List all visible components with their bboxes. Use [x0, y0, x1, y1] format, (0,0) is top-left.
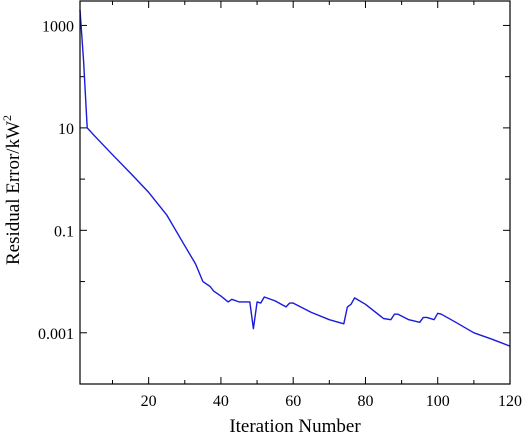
- data-point: [253, 328, 255, 330]
- data-point: [274, 300, 276, 302]
- x-tick-label: 120: [498, 393, 522, 410]
- data-point: [419, 322, 421, 324]
- data-point: [289, 302, 291, 304]
- data-point: [343, 323, 345, 325]
- data-point: [292, 302, 294, 304]
- data-point: [285, 306, 287, 308]
- x-tick-label: 60: [285, 393, 301, 410]
- data-point: [184, 245, 186, 247]
- data-point: [112, 154, 114, 156]
- data-point: [437, 313, 439, 315]
- data-point: [408, 319, 410, 321]
- data-point: [365, 304, 367, 306]
- residual-error-series-line: [79, 9, 511, 347]
- data-point: [249, 301, 251, 303]
- data-point: [311, 312, 313, 314]
- y-tick-label: 0.001: [38, 326, 74, 343]
- x-tick-label: 100: [426, 393, 450, 410]
- data-point: [227, 301, 229, 303]
- data-point: [130, 173, 132, 175]
- data-point: [260, 302, 262, 304]
- data-point: [491, 338, 493, 340]
- data-point: [83, 60, 85, 62]
- data-point: [441, 313, 443, 315]
- data-point: [231, 299, 233, 301]
- data-point: [256, 301, 258, 303]
- data-point: [350, 304, 352, 306]
- x-axis-label: Iteration Number: [229, 416, 361, 435]
- y-tick-label: 1000: [42, 18, 74, 35]
- ticks-layer: [80, 1, 511, 384]
- data-point: [264, 296, 266, 298]
- data-point: [347, 306, 349, 308]
- x-tick-label: 20: [141, 393, 157, 410]
- data-point: [202, 281, 204, 283]
- y-tick-label: 10: [58, 121, 74, 138]
- data-point: [397, 313, 399, 315]
- y-tick-label: 0.1: [54, 223, 74, 240]
- data-point: [329, 319, 331, 321]
- data-point: [383, 318, 385, 320]
- data-point: [148, 192, 150, 194]
- data-point: [94, 135, 96, 137]
- x-tick-label: 80: [357, 393, 373, 410]
- tick-labels-layer: 20 40 60 80 100 120 0.001 0.1 10 1000: [38, 18, 522, 410]
- data-point: [209, 286, 211, 288]
- data-point: [238, 301, 240, 303]
- data-point: [423, 317, 425, 319]
- data-point: [354, 297, 356, 299]
- data-point: [390, 319, 392, 321]
- data-point: [220, 295, 222, 297]
- y-axis-label: Residual Error/kW2: [0, 115, 24, 265]
- data-points-layer: [79, 9, 511, 347]
- y-axis-label-superscript: 2: [0, 115, 14, 121]
- data-point: [433, 319, 435, 321]
- x-tick-label: 40: [213, 393, 229, 410]
- y-axis-label-main: Residual Error/kW: [3, 121, 24, 265]
- plot-frame: [79, 0, 511, 385]
- data-point: [394, 313, 396, 315]
- data-point: [86, 127, 88, 129]
- data-point: [455, 322, 457, 324]
- data-point: [195, 263, 197, 265]
- data-point: [426, 317, 428, 319]
- data-point: [473, 332, 475, 334]
- data-point: [166, 214, 168, 216]
- data-point: [213, 290, 215, 292]
